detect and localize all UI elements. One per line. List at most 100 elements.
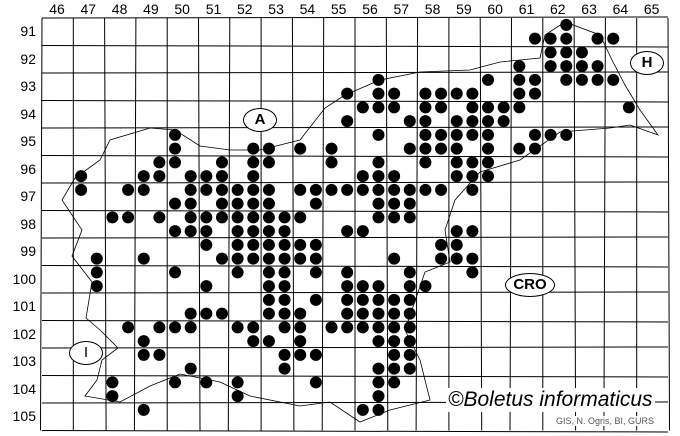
occurrence-dot — [278, 307, 291, 320]
row-label: 105 — [12, 408, 36, 424]
occurrence-dot — [137, 183, 150, 196]
label-austria: A — [243, 108, 277, 132]
occurrence-dot — [184, 211, 197, 224]
occurrence-dot — [309, 293, 322, 306]
occurrence-dot — [215, 170, 228, 183]
occurrence-dot — [294, 348, 307, 361]
occurrence-dot — [231, 238, 244, 251]
occurrence-dot — [466, 252, 479, 265]
occurrence-dot — [388, 348, 401, 361]
grid-line-horizontal — [41, 291, 669, 294]
occurrence-dot — [388, 101, 401, 114]
occurrence-dot — [231, 225, 244, 238]
occurrence-dot — [450, 170, 463, 183]
occurrence-dot — [309, 266, 322, 279]
occurrence-dot — [122, 211, 135, 224]
occurrence-dot — [184, 170, 197, 183]
occurrence-dot — [341, 115, 354, 128]
occurrence-dot — [435, 128, 448, 141]
occurrence-dot — [466, 156, 479, 169]
occurrence-dot — [388, 376, 401, 389]
occurrence-dot — [137, 335, 150, 348]
occurrence-dot — [231, 321, 244, 334]
occurrence-dot — [356, 293, 369, 306]
grid-line-vertical — [603, 17, 606, 431]
occurrence-dot — [215, 197, 228, 210]
occurrence-dot — [372, 156, 385, 169]
grid-line-horizontal — [41, 265, 669, 268]
column-label: 51 — [205, 1, 222, 17]
occurrence-dot — [215, 307, 228, 320]
column-label: 55 — [330, 1, 347, 17]
occurrence-dot — [575, 60, 588, 73]
occurrence-dot — [419, 142, 432, 155]
grid-line-horizontal — [41, 71, 669, 74]
row-label: 92 — [20, 50, 36, 67]
occurrence-dot — [560, 60, 573, 73]
occurrence-dot — [309, 183, 322, 196]
row-label: 95 — [20, 133, 36, 149]
occurrence-dot — [482, 142, 495, 155]
occurrence-dot — [325, 156, 338, 169]
occurrence-dot — [388, 321, 401, 334]
occurrence-dot — [356, 307, 369, 320]
occurrence-dot — [106, 211, 119, 224]
occurrence-dot — [388, 307, 401, 320]
label-italy: I — [69, 341, 103, 365]
occurrence-dot — [137, 170, 150, 183]
occurrence-dot — [544, 32, 557, 45]
occurrence-dot — [466, 101, 479, 114]
occurrence-dot — [278, 293, 291, 306]
occurrence-dot — [341, 280, 354, 293]
occurrence-dot — [231, 376, 244, 389]
occurrence-dot — [309, 238, 322, 251]
occurrence-dot — [419, 156, 432, 169]
grid-line-vertical — [321, 17, 325, 431]
occurrence-dot — [591, 60, 604, 73]
occurrence-dot — [482, 156, 495, 169]
occurrence-dot — [247, 197, 260, 210]
occurrence-dot — [247, 321, 260, 334]
grid-line-horizontal — [41, 45, 669, 48]
occurrence-dot — [200, 211, 213, 224]
occurrence-dot — [560, 46, 573, 59]
occurrence-dot — [513, 87, 526, 100]
occurrence-dot — [622, 101, 635, 114]
occurrence-dot — [294, 183, 307, 196]
occurrence-dot — [403, 211, 416, 224]
occurrence-dot — [403, 142, 416, 155]
occurrence-dot — [247, 252, 260, 265]
copyright-text: ©Boletus informaticus — [446, 388, 655, 412]
occurrence-dot — [560, 18, 573, 31]
occurrence-dot — [262, 252, 275, 265]
occurrence-dot — [309, 348, 322, 361]
occurrence-dot — [372, 321, 385, 334]
occurrence-dot — [278, 348, 291, 361]
column-label: 53 — [268, 1, 284, 17]
occurrence-dot — [466, 115, 479, 128]
occurrence-dot — [482, 101, 495, 114]
occurrence-dot — [294, 335, 307, 348]
grid-line-horizontal — [41, 320, 669, 323]
occurrence-dot — [169, 225, 182, 238]
occurrence-dot — [591, 73, 604, 86]
occurrence-dot — [419, 128, 432, 141]
occurrence-dot — [247, 225, 260, 238]
occurrence-dot — [356, 403, 369, 416]
occurrence-dot — [435, 183, 448, 196]
occurrence-dot — [184, 183, 197, 196]
column-label: 54 — [299, 1, 316, 17]
occurrence-dot — [450, 252, 463, 265]
occurrence-dot — [450, 115, 463, 128]
occurrence-dot — [75, 183, 88, 196]
occurrence-dot — [388, 170, 401, 183]
occurrence-dots — [75, 18, 635, 416]
grid-line-horizontal — [41, 430, 669, 433]
occurrence-dot — [403, 335, 416, 348]
occurrence-dot — [90, 266, 103, 279]
occurrence-dot — [137, 348, 150, 361]
occurrence-dot — [482, 128, 495, 141]
column-label: 50 — [174, 1, 190, 17]
occurrence-dot — [372, 197, 385, 210]
occurrence-dot — [388, 335, 401, 348]
